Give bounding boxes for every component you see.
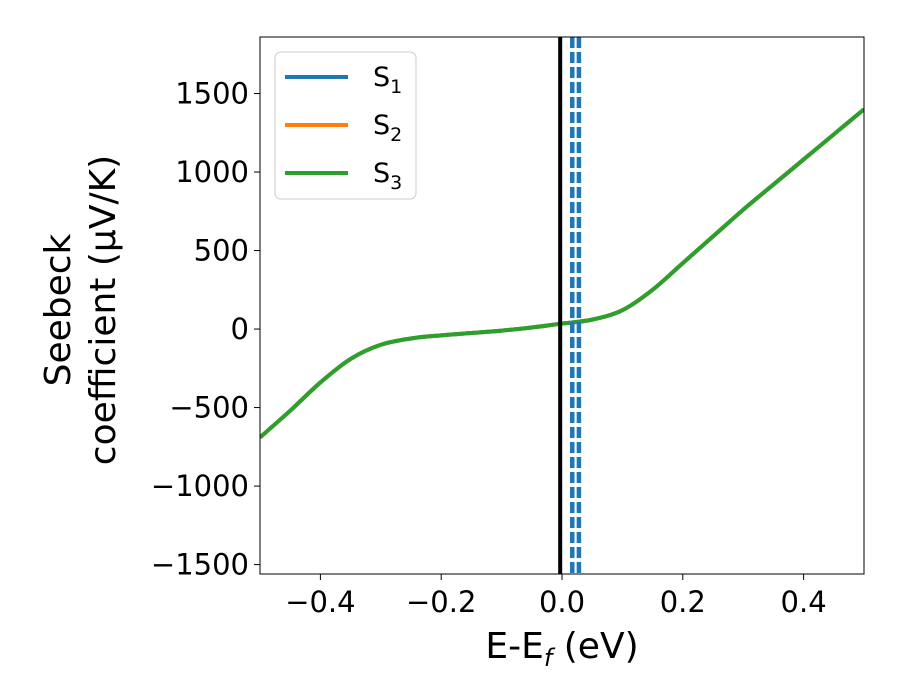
y-tick-label: −1000 (151, 469, 249, 503)
y-tick-label: 500 (194, 234, 249, 268)
legend-label-s1: S1 (373, 62, 402, 98)
y-tick-label: 0 (231, 312, 249, 346)
x-tick-label: −0.4 (285, 585, 355, 619)
legend-label-s2: S2 (373, 110, 402, 146)
y-tick-label: −500 (169, 391, 249, 425)
plot-area (260, 37, 864, 574)
x-tick-label: −0.2 (406, 585, 476, 619)
y-axis-title-line1: Seebeck (38, 233, 79, 386)
x-axis-title: E-Ef (eV) (485, 626, 638, 672)
legend-label-s3: S3 (373, 158, 402, 194)
x-axis: −0.4 −0.2 0.0 0.2 0.4 (285, 574, 827, 619)
x-tick-label: 0.2 (660, 585, 706, 619)
x-tick-label: 0.4 (781, 585, 827, 619)
y-axis: −1500 −1000 −500 0 500 1000 1500 (151, 77, 260, 582)
legend: S1 S2 S3 (274, 51, 417, 200)
y-axis-title: Seebeck coefficient (μV/K) (38, 155, 124, 465)
y-tick-label: −1500 (151, 548, 249, 582)
y-tick-label: 1500 (175, 77, 249, 111)
y-axis-title-line2: coefficient (μV/K) (83, 155, 124, 465)
x-tick-label: 0.0 (539, 585, 585, 619)
y-tick-label: 1000 (175, 155, 249, 189)
